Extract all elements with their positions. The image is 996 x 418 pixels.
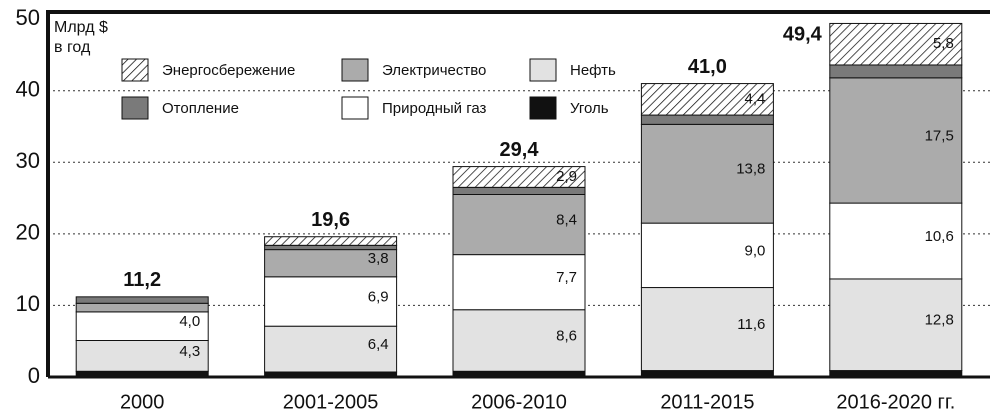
bar-segment [75, 340, 209, 372]
x-tick-label: 2001-2005 [283, 391, 379, 413]
value-label: 17,5 [925, 127, 954, 144]
legend-swatch [529, 58, 557, 82]
value-label: 3,8 [368, 250, 389, 267]
legend-label: Нефть [570, 62, 616, 79]
bar-segment [452, 166, 586, 188]
total-label: 41,0 [688, 56, 727, 78]
value-label: 6,9 [368, 288, 389, 305]
bar-segment [264, 244, 398, 251]
legend-label: Отопление [162, 100, 239, 117]
bar-segment [264, 249, 398, 278]
y-axis-label: в год [54, 39, 91, 56]
bar-segment [452, 186, 586, 196]
value-label: 7,7 [556, 269, 577, 286]
bar-segment [452, 194, 586, 256]
y-tick-label: 10 [16, 291, 40, 316]
legend-swatch [121, 96, 149, 120]
legend-label: Энергосбережение [162, 62, 295, 79]
value-label: 4,4 [745, 90, 766, 107]
total-label: 19,6 [311, 209, 350, 231]
value-label: 2,9 [556, 168, 577, 185]
value-label: 5,8 [933, 35, 954, 52]
bar-segment [640, 123, 774, 224]
bar-segment [264, 236, 398, 246]
legend-swatch [341, 58, 369, 82]
bar-segment [829, 22, 963, 66]
bar-segment [829, 77, 963, 204]
bar-segment [75, 302, 209, 313]
x-tick-label: 2000 [120, 391, 165, 413]
bar-segment [829, 64, 963, 79]
bar-segment [640, 222, 774, 289]
value-label: 8,4 [556, 212, 577, 229]
legend-label: Уголь [570, 100, 609, 117]
value-label: 11,6 [737, 316, 765, 333]
legend-swatch [529, 96, 557, 120]
bar-segment [640, 114, 774, 125]
x-tick-label: 2011-2015 [660, 391, 754, 413]
y-tick-label: 50 [16, 5, 40, 30]
value-label: 9,0 [745, 242, 766, 259]
bar-segment [264, 325, 398, 373]
bar-segment [829, 202, 963, 280]
axis-frame [46, 10, 990, 377]
value-label: 13,8 [736, 161, 765, 178]
total-label: 29,4 [500, 139, 540, 161]
bar-segment [452, 309, 586, 372]
legend-label: Электричество [382, 62, 486, 79]
value-label: 8,6 [556, 327, 577, 344]
y-axis-label: Млрд $ [54, 19, 108, 36]
value-label: 4,3 [179, 343, 200, 360]
value-label: 4,0 [179, 313, 200, 330]
total-label: 11,2 [123, 269, 161, 291]
value-label: 12,8 [925, 312, 954, 329]
bar-segment [75, 296, 209, 304]
y-tick-label: 20 [16, 220, 40, 245]
bar-segment [264, 276, 398, 327]
x-tick-label: 2016-2020 гг. [836, 391, 955, 413]
legend-label: Природный газ [382, 100, 487, 117]
value-label: 6,4 [368, 336, 389, 353]
value-label: 10,6 [925, 228, 954, 245]
total-label: 49,4 [783, 24, 823, 46]
legend-swatch [121, 58, 149, 82]
bar-segment [640, 287, 774, 372]
bar-segment [640, 83, 774, 116]
y-tick-label: 40 [16, 77, 40, 102]
y-tick-label: 0 [28, 363, 40, 388]
y-tick-label: 30 [16, 148, 40, 173]
legend-swatch [341, 96, 369, 120]
x-tick-label: 2006-2010 [471, 391, 567, 413]
